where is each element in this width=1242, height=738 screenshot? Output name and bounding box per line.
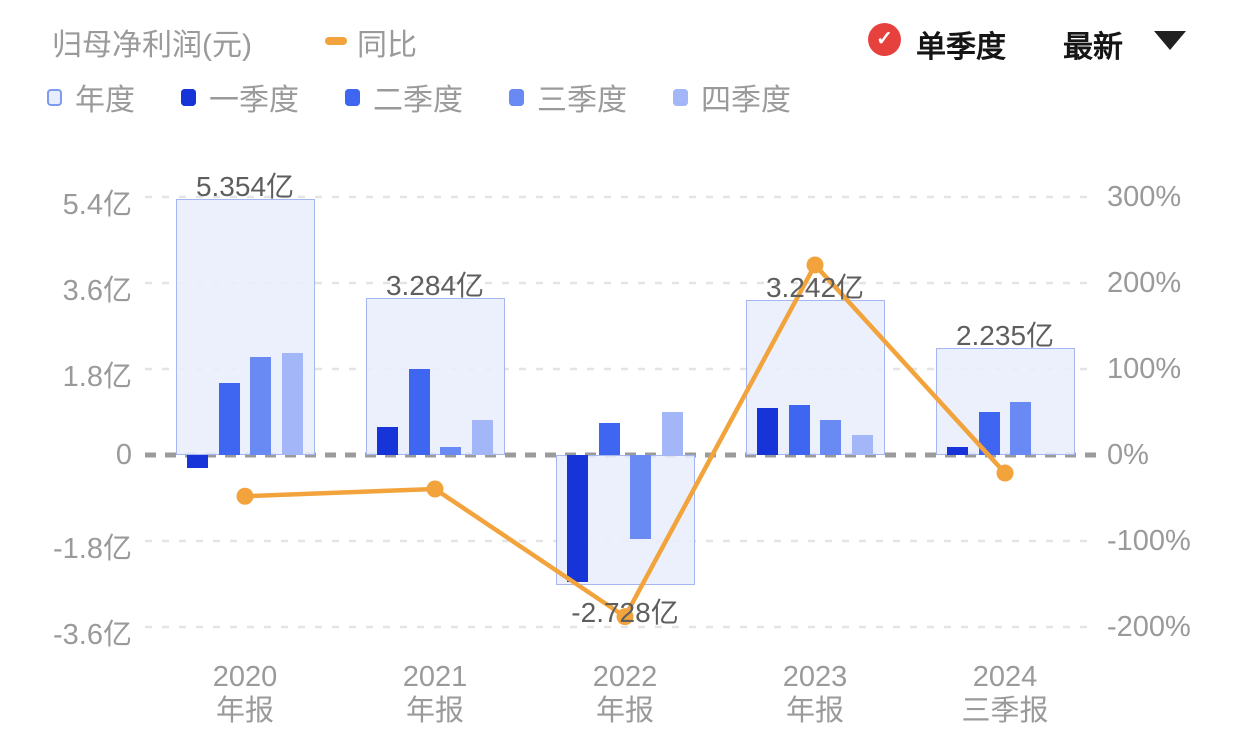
annual-value-label-2022: -2.728亿 — [571, 597, 679, 629]
q1-bar-2024 — [947, 446, 968, 455]
x-axis-year: 2023 — [782, 661, 848, 693]
yoy-line-legend-icon — [325, 37, 347, 45]
x-axis-period: 年报 — [405, 695, 464, 727]
q1-bar-2021 — [377, 426, 398, 455]
q1-bar-2020 — [187, 455, 208, 468]
single-quarter-label[interactable]: 单季度 — [916, 31, 1006, 64]
x-axis-period: 年报 — [785, 695, 844, 727]
legend-item-q1[interactable]: 一季度 — [181, 75, 299, 119]
y-axis-tick-right: 300% — [1107, 181, 1182, 213]
dropdown-caret-icon[interactable] — [1154, 31, 1186, 50]
q4-bar-2022 — [662, 411, 683, 455]
y-axis-tick-right: -100% — [1107, 525, 1191, 557]
single-quarter-checkbox[interactable]: ✓ — [868, 23, 901, 56]
annual-value-label-2023: 3.242亿 — [765, 272, 865, 304]
q2-bar-2023 — [788, 404, 810, 455]
x-axis-label-2023: 2023 年报 — [725, 660, 905, 728]
legend-item-q3[interactable]: 三季度 — [509, 75, 627, 119]
y-axis-tick-right: 0% — [1107, 439, 1149, 471]
x-axis-year: 2024 — [972, 661, 1038, 693]
x-axis-period: 三季报 — [961, 695, 1049, 727]
x-axis-year: 2022 — [592, 661, 658, 693]
legend-swatch-q3 — [509, 88, 524, 106]
q1-bar-2022 — [567, 455, 588, 583]
x-axis-label-2022: 2022 年报 — [535, 660, 715, 728]
legend-item-annual[interactable]: 年度 — [47, 75, 135, 119]
x-axis-label-2020: 2020 年报 — [155, 660, 335, 728]
legend-label-annual: 年度 — [75, 84, 135, 117]
x-axis-label-2021: 2021 年报 — [345, 660, 525, 728]
q2-bar-2024 — [978, 411, 1000, 455]
q4-bar-2023 — [852, 434, 873, 455]
legend-label-q1: 一季度 — [209, 84, 299, 117]
annual-value-label-2021: 3.284亿 — [385, 270, 485, 302]
annual-value-label-2020: 5.354亿 — [195, 171, 295, 203]
legend-swatch-annual — [47, 88, 62, 106]
q3-bar-2022 — [630, 455, 652, 540]
q3-bar-2021 — [440, 446, 462, 455]
legend-label-q3: 三季度 — [537, 84, 627, 117]
y-axis-tick-right: 100% — [1107, 353, 1182, 385]
x-axis-label-2024: 2024 三季报 — [915, 660, 1095, 728]
annual-bar-2024 — [935, 348, 1075, 455]
x-axis-year: 2021 — [402, 661, 468, 693]
y-axis-tick-left: -3.6亿 — [53, 619, 132, 651]
legend-swatch-q2 — [345, 88, 360, 106]
series-legend: 年度 一季度 二季度 三季度 四季度 — [47, 75, 791, 119]
yoy-point-2021 — [426, 480, 444, 498]
y-axis-tick-left: 5.4亿 — [62, 188, 132, 221]
y-axis-tick-left: 1.8亿 — [62, 360, 132, 393]
check-icon: ✓ — [876, 28, 893, 50]
legend-item-q4[interactable]: 四季度 — [673, 75, 791, 119]
q2-bar-2021 — [408, 368, 430, 455]
legend-swatch-q1 — [181, 88, 196, 106]
y-axis-tick-left: -1.8亿 — [53, 533, 132, 565]
q1-bar-2023 — [757, 408, 778, 455]
yoy-line-legend-label: 同比 — [357, 29, 417, 62]
x-axis-period: 年报 — [215, 695, 274, 727]
x-axis-year: 2020 — [212, 661, 278, 693]
legend-label-q4: 四季度 — [701, 84, 791, 117]
x-axis-period: 年报 — [595, 695, 654, 727]
y-axis-tick-left: 0 — [115, 439, 132, 471]
latest-dropdown[interactable]: 最新 — [1063, 31, 1123, 64]
legend-swatch-q4 — [673, 88, 688, 106]
yoy-point-2020 — [236, 487, 254, 505]
q2-bar-2020 — [218, 383, 240, 455]
chart-title: 归母净利润(元) — [52, 29, 252, 62]
yoy-point-2024 — [996, 464, 1014, 482]
legend-label-q2: 二季度 — [373, 84, 463, 117]
legend-item-q2[interactable]: 二季度 — [345, 75, 463, 119]
q4-bar-2021 — [472, 420, 493, 455]
q4-bar-2020 — [282, 353, 303, 455]
q3-bar-2024 — [1010, 401, 1032, 455]
y-axis-tick-right: -200% — [1107, 611, 1191, 643]
q2-bar-2022 — [598, 422, 620, 455]
annual-value-label-2024: 2.235亿 — [955, 320, 1055, 352]
y-axis-tick-right: 200% — [1107, 267, 1182, 299]
y-axis-tick-left: 3.6亿 — [62, 274, 132, 307]
q3-bar-2020 — [250, 357, 272, 455]
q3-bar-2023 — [820, 420, 842, 455]
